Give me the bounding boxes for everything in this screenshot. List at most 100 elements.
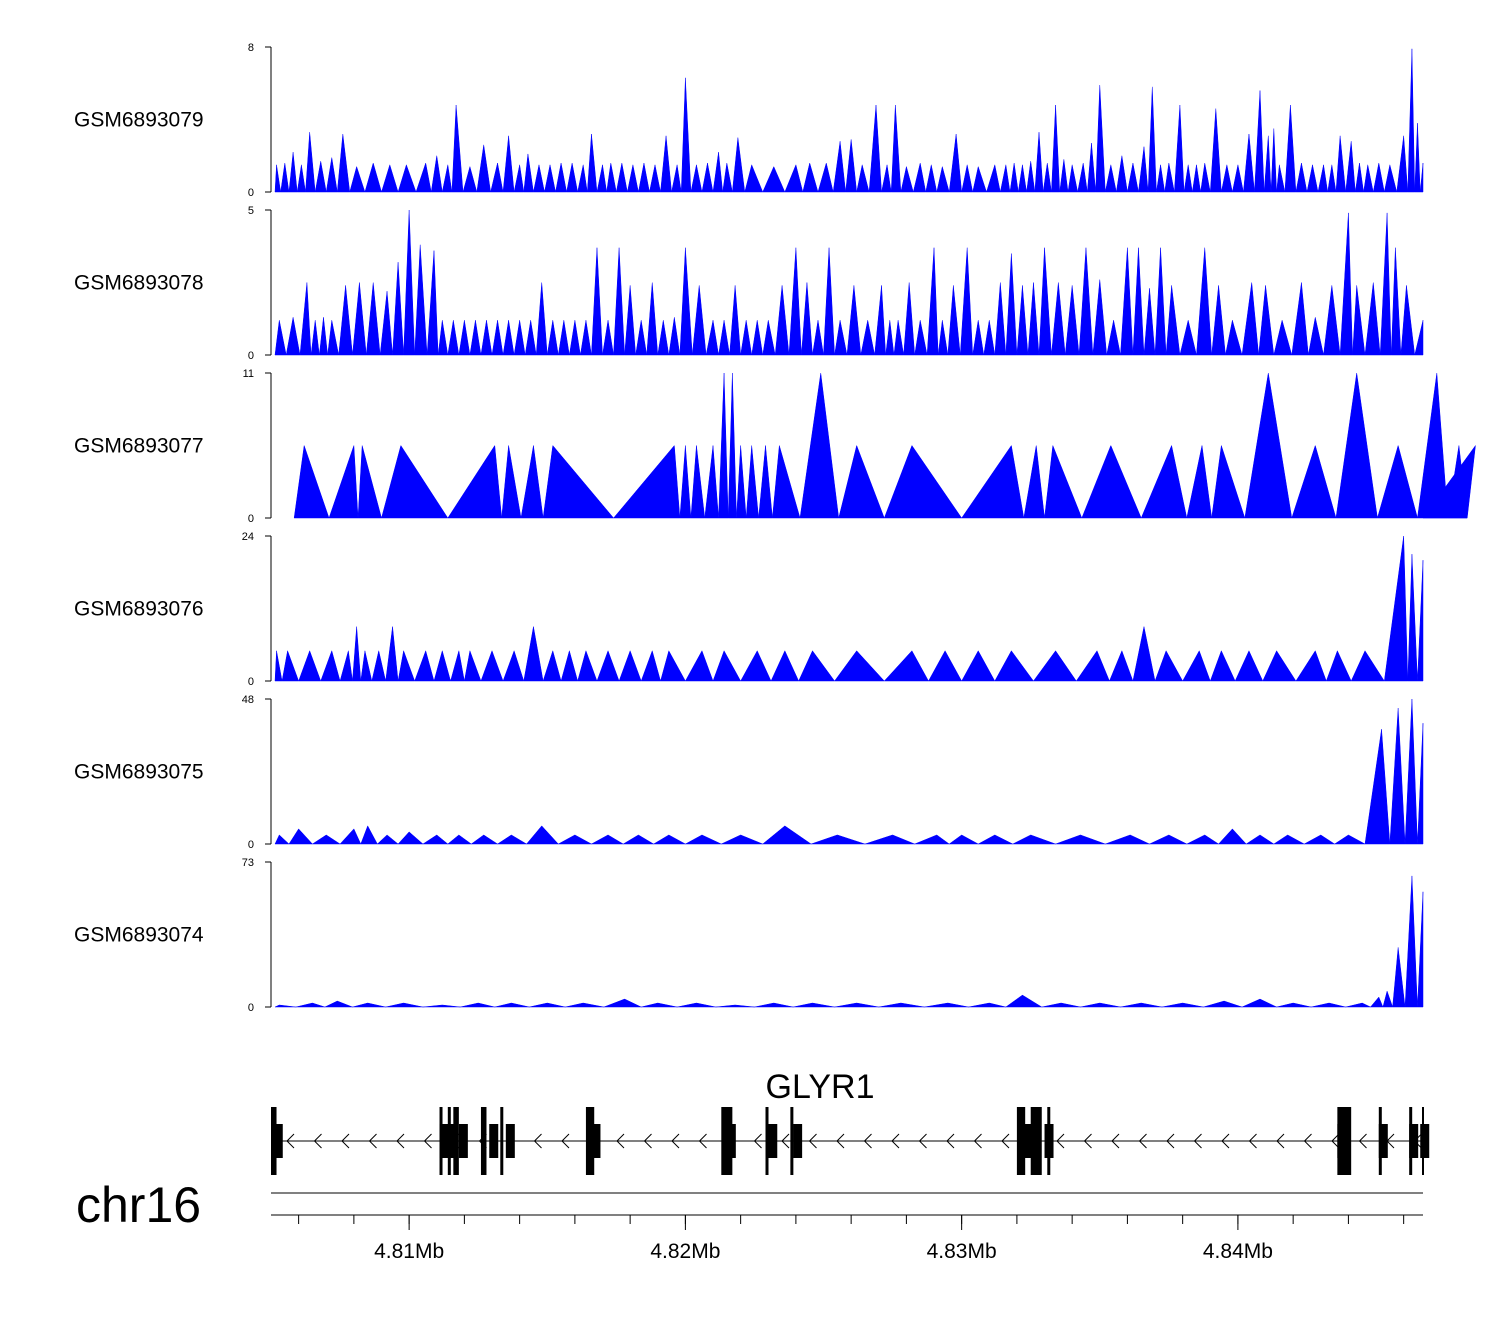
utr-block xyxy=(489,1124,499,1158)
coverage-peak xyxy=(1154,247,1167,356)
coverage-peak xyxy=(622,834,655,845)
coverage-peak xyxy=(494,1002,530,1008)
coverage-peak xyxy=(758,445,773,519)
coverage-peak xyxy=(685,834,722,845)
strand-arrow xyxy=(918,1133,927,1149)
strand-arrow xyxy=(808,1133,817,1149)
coverage-peak xyxy=(606,162,617,193)
coverage-peak xyxy=(379,291,393,356)
coverage-peak xyxy=(1218,828,1247,845)
coverage-peak xyxy=(762,825,812,845)
coverage-peak xyxy=(1262,650,1297,682)
coverage-peak xyxy=(565,1002,604,1008)
coverage-peak xyxy=(314,161,327,193)
coverage-peak xyxy=(491,320,504,356)
x-tick-label: 4.83Mb xyxy=(927,1240,997,1263)
coverage-peak xyxy=(502,135,515,193)
coverage-peak xyxy=(613,247,625,356)
coverage-peak xyxy=(1156,164,1165,193)
coverage-peak xyxy=(740,650,772,682)
coverage-peak xyxy=(1041,1002,1081,1008)
coverage-peak xyxy=(926,247,939,356)
coverage-peak xyxy=(299,282,312,356)
coverage-peak xyxy=(558,834,592,845)
strand-arrow xyxy=(781,1133,790,1149)
coverage-peak xyxy=(1404,698,1418,845)
coverage-peak xyxy=(305,132,316,193)
coverage-peak xyxy=(729,285,741,356)
coverage-peak xyxy=(555,162,567,193)
coverage-peak xyxy=(381,163,399,193)
coverage-peak xyxy=(1323,285,1341,356)
coverage-peak xyxy=(1306,164,1319,193)
coverage-peak xyxy=(961,650,996,682)
coverage-peak xyxy=(762,165,786,193)
coverage-peak xyxy=(327,320,339,356)
coverage-peak xyxy=(727,372,737,519)
coverage-peak xyxy=(397,831,424,845)
coverage-peak xyxy=(660,135,672,193)
coverage-peak xyxy=(1364,282,1381,356)
coverage-peak xyxy=(1051,282,1066,356)
coverage-peak xyxy=(1132,626,1156,682)
coverage-peak xyxy=(856,164,870,193)
y-tick-label: 0 xyxy=(248,350,254,362)
coverage-peak xyxy=(1179,320,1197,356)
coverage-peak xyxy=(596,164,607,193)
coverage-peak xyxy=(577,164,588,193)
coverage-peak xyxy=(712,650,742,682)
coverage-peak xyxy=(1295,650,1327,682)
coverage-peak xyxy=(722,162,733,193)
utr-block xyxy=(768,1124,778,1158)
coverage-peak xyxy=(447,320,460,356)
exon-block xyxy=(790,1107,794,1175)
coverage-peak xyxy=(1106,320,1121,356)
coverage-peak xyxy=(591,247,603,356)
coverage-peak xyxy=(948,834,979,845)
coverage-peak xyxy=(364,162,382,193)
coverage-peak xyxy=(1350,650,1385,682)
coverage-peak xyxy=(1009,162,1019,193)
coverage-peak xyxy=(476,144,491,193)
coverage-peak xyxy=(802,162,819,193)
coverage-peak xyxy=(649,164,661,193)
coverage-peak xyxy=(718,372,729,519)
utr-block xyxy=(1378,1124,1388,1158)
coverage-peak xyxy=(1077,162,1088,193)
coverage-peak xyxy=(640,649,661,682)
coverage-peak xyxy=(1034,132,1044,193)
utr-block xyxy=(439,1124,449,1158)
coverage-peak xyxy=(751,320,764,356)
coverage-peak xyxy=(948,133,962,193)
coverage-peak xyxy=(1384,535,1409,682)
coverage-peak xyxy=(1016,285,1029,356)
coverage-peak xyxy=(1363,164,1374,193)
y-tick-label: 48 xyxy=(242,694,254,706)
coverage-peak xyxy=(712,152,723,193)
coverage-peak xyxy=(680,77,692,193)
coverage-peak xyxy=(325,157,338,193)
coverage-peak xyxy=(638,162,650,193)
coverage-peak xyxy=(745,445,759,519)
coverage-peak xyxy=(526,825,559,845)
coverage-peak xyxy=(451,104,464,193)
coverage-peak xyxy=(1417,560,1424,682)
coverage-peak xyxy=(1273,320,1293,356)
coverage-peak xyxy=(959,247,973,356)
utr-block xyxy=(505,1124,515,1158)
coverage-peak xyxy=(274,164,281,193)
coverage-peak xyxy=(502,320,515,356)
coverage-peak xyxy=(1078,247,1094,356)
coverage-peak xyxy=(569,320,581,356)
coverage-peak xyxy=(1005,253,1018,356)
utr-block xyxy=(1337,1124,1347,1158)
coverage-peak xyxy=(1161,1002,1204,1008)
track-label: GSM6893074 xyxy=(74,924,204,947)
strand-arrow xyxy=(561,1133,570,1149)
coverage-peak xyxy=(732,137,746,193)
coverage-peak xyxy=(280,162,290,193)
coverage-peak xyxy=(376,834,399,845)
strand-arrow xyxy=(643,1133,652,1149)
coverage-peak xyxy=(496,834,528,845)
coverage-tracks: GSM689307980GSM689307850GSM6893077110GSM… xyxy=(74,42,1476,1014)
